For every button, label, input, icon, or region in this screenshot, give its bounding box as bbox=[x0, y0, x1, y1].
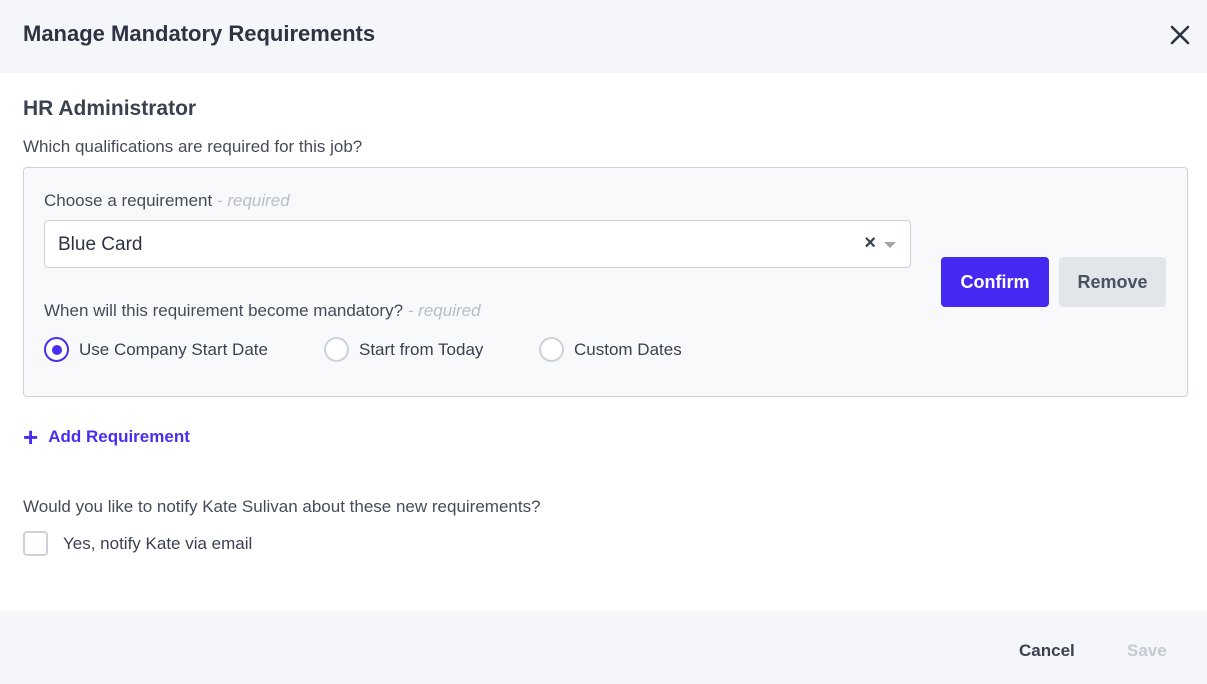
cancel-button[interactable]: Cancel bbox=[1019, 641, 1075, 660]
requirement-select[interactable]: Blue Card × bbox=[44, 220, 911, 268]
radio-unchecked-icon[interactable] bbox=[324, 337, 349, 362]
clear-icon[interactable]: × bbox=[864, 232, 876, 254]
notify-checkbox[interactable]: Yes, notify Kate via email bbox=[23, 531, 252, 556]
remove-button[interactable]: Remove bbox=[1059, 257, 1166, 307]
confirm-button[interactable]: Confirm bbox=[941, 257, 1049, 307]
required-hint: - required bbox=[216, 191, 290, 210]
save-button[interactable]: Save bbox=[1127, 641, 1167, 660]
dialog-header: Manage Mandatory Requirements bbox=[0, 0, 1207, 73]
plus-icon: + bbox=[23, 422, 39, 452]
qualifications-question: Which qualifications are required for th… bbox=[23, 137, 363, 156]
required-hint: - required bbox=[407, 301, 481, 320]
radio-custom-dates[interactable]: Custom Dates bbox=[539, 337, 682, 362]
notify-question: Would you like to notify Kate Sulivan ab… bbox=[23, 497, 541, 516]
radio-label: Use Company Start Date bbox=[79, 339, 268, 359]
radio-label: Custom Dates bbox=[574, 339, 682, 359]
dialog-footer bbox=[0, 611, 1207, 684]
choose-requirement-label: Choose a requirement - required bbox=[44, 191, 290, 211]
add-requirement-label: Add Requirement bbox=[48, 427, 190, 446]
label-text: Choose a requirement bbox=[44, 191, 213, 210]
close-icon[interactable] bbox=[1167, 22, 1193, 48]
mandatory-label: When will this requirement become mandat… bbox=[44, 301, 481, 321]
radio-label: Start from Today bbox=[359, 339, 484, 359]
selected-value: Blue Card bbox=[58, 234, 143, 255]
job-title: HR Administrator bbox=[23, 97, 197, 120]
dialog-title: Manage Mandatory Requirements bbox=[23, 21, 376, 46]
add-requirement-button[interactable]: + Add Requirement bbox=[23, 422, 190, 452]
label-text: When will this requirement become mandat… bbox=[44, 301, 404, 320]
radio-start-from-today[interactable]: Start from Today bbox=[324, 337, 483, 362]
radio-checked-icon[interactable] bbox=[44, 337, 69, 362]
radio-company-start-date[interactable]: Use Company Start Date bbox=[44, 337, 268, 362]
radio-unchecked-icon[interactable] bbox=[539, 337, 564, 362]
requirement-card: Choose a requirement - required Blue Car… bbox=[23, 167, 1188, 397]
checkbox-label: Yes, notify Kate via email bbox=[63, 533, 253, 553]
checkbox-icon[interactable] bbox=[23, 531, 48, 556]
chevron-down-icon[interactable] bbox=[884, 242, 896, 248]
